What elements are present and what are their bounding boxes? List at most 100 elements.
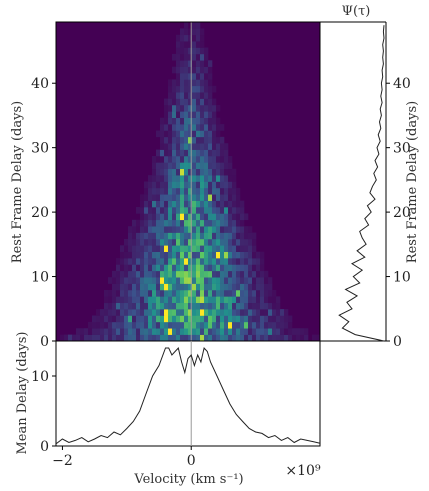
heatmap-cell — [168, 226, 173, 233]
heatmap-cell — [180, 73, 185, 80]
heatmap-cell — [200, 251, 205, 259]
heatmap-cell — [176, 328, 181, 335]
heatmap-cell — [148, 207, 153, 214]
heatmap-cell — [152, 302, 157, 310]
heatmap-cell — [116, 302, 121, 310]
heatmap-cell — [156, 258, 161, 265]
mean-delay-series-line — [55, 346, 321, 445]
heatmap-cell — [164, 194, 169, 201]
heatmap-cell — [272, 334, 277, 342]
heatmap-cell — [180, 289, 185, 297]
heatmap-cell — [160, 219, 165, 227]
heatmap-cell — [200, 181, 205, 189]
heatmap-cell — [216, 124, 221, 131]
heatmap-cell — [168, 104, 173, 112]
heatmap-cell — [224, 194, 229, 201]
heatmap-cell — [232, 277, 237, 284]
heatmap-cell — [112, 309, 117, 316]
heatmap-cell — [160, 143, 165, 150]
heatmap-cell — [188, 213, 193, 221]
heatmap-cell — [212, 187, 217, 195]
heatmap-cell — [252, 328, 257, 335]
heatmap-cell — [244, 258, 249, 265]
heatmap-cell — [220, 334, 225, 342]
heatmap-cell — [200, 328, 205, 335]
heatmap-cell — [264, 334, 269, 342]
heatmap-cell — [220, 296, 225, 304]
heatmap-cell — [156, 130, 161, 138]
heatmap-cell — [232, 321, 237, 329]
heatmap-cell — [164, 251, 169, 259]
heatmap-cell — [188, 117, 193, 125]
heatmap-cell — [172, 309, 177, 316]
heatmap-cell — [200, 283, 205, 291]
heatmap-cell — [200, 309, 205, 316]
heatmap-cell — [204, 117, 209, 125]
heatmap-cell — [136, 321, 141, 329]
heatmap-cell — [236, 277, 241, 284]
heatmap-cell — [180, 219, 185, 227]
heatmap-cell — [268, 296, 273, 304]
heatmap-cell — [164, 302, 169, 310]
heatmap-cell — [192, 162, 197, 170]
heatmap-cell — [184, 28, 189, 36]
heatmap-cell — [208, 73, 213, 80]
heatmap-cell — [184, 219, 189, 227]
heatmap-cell — [80, 334, 85, 342]
heatmap-cell — [180, 283, 185, 291]
heatmap-cell — [204, 149, 209, 157]
heatmap-cell — [176, 181, 181, 189]
heatmap-cell — [104, 328, 109, 335]
heatmap-cell — [228, 315, 233, 323]
heatmap-cell — [232, 187, 237, 195]
heatmap-cell — [216, 213, 221, 221]
psi-series-line — [338, 25, 385, 342]
heatmap-cell — [176, 283, 181, 291]
heatmap-cell — [220, 245, 225, 252]
heatmap-cell — [188, 315, 193, 323]
heatmap-cell — [96, 321, 101, 329]
heatmap-cell — [196, 226, 201, 233]
heatmap-cell — [280, 328, 285, 335]
heatmap-cell — [156, 162, 161, 170]
heatmap-cell — [200, 117, 205, 125]
heatmap-cell — [152, 277, 157, 284]
heatmap-cell — [220, 175, 225, 182]
heatmap-cell — [172, 175, 177, 182]
heatmap-cell — [196, 143, 201, 150]
heatmap-cell — [144, 181, 149, 189]
heatmap-cell — [180, 155, 185, 163]
heatmap-cell — [188, 289, 193, 297]
heatmap-cell — [156, 251, 161, 259]
heatmap-cell — [192, 104, 197, 112]
heatmap-cell — [172, 226, 177, 233]
heatmap-cell — [160, 238, 165, 246]
heatmap-cell — [156, 149, 161, 157]
heatmap-cell — [200, 104, 205, 112]
heatmap-cell — [236, 270, 241, 278]
heatmap-cell — [180, 232, 185, 240]
heatmap-cell — [220, 207, 225, 214]
heatmap-cell — [196, 321, 201, 329]
heatmap-cell — [184, 117, 189, 125]
heatmap-cell — [164, 136, 169, 144]
heatmap-cell — [216, 104, 221, 112]
heatmap-cell — [204, 213, 209, 221]
heatmap-cell — [132, 219, 137, 227]
heatmap-cell — [200, 111, 205, 118]
heatmap-cell — [164, 98, 169, 106]
heatmap-cell — [140, 302, 145, 310]
heatmap-cell — [260, 328, 265, 335]
heatmap-cell — [192, 73, 197, 80]
heatmap-cell — [176, 245, 181, 252]
heatmap-cell — [100, 309, 105, 316]
heatmap-cell — [248, 309, 253, 316]
heatmap-cell — [156, 289, 161, 297]
heatmap-cell — [264, 289, 269, 297]
heatmap-cell — [228, 283, 233, 291]
heatmap-cell — [228, 162, 233, 170]
heatmap-cell — [176, 270, 181, 278]
heatmap-cell — [164, 258, 169, 265]
heatmap-cell — [220, 289, 225, 297]
heatmap-cell — [232, 245, 237, 252]
